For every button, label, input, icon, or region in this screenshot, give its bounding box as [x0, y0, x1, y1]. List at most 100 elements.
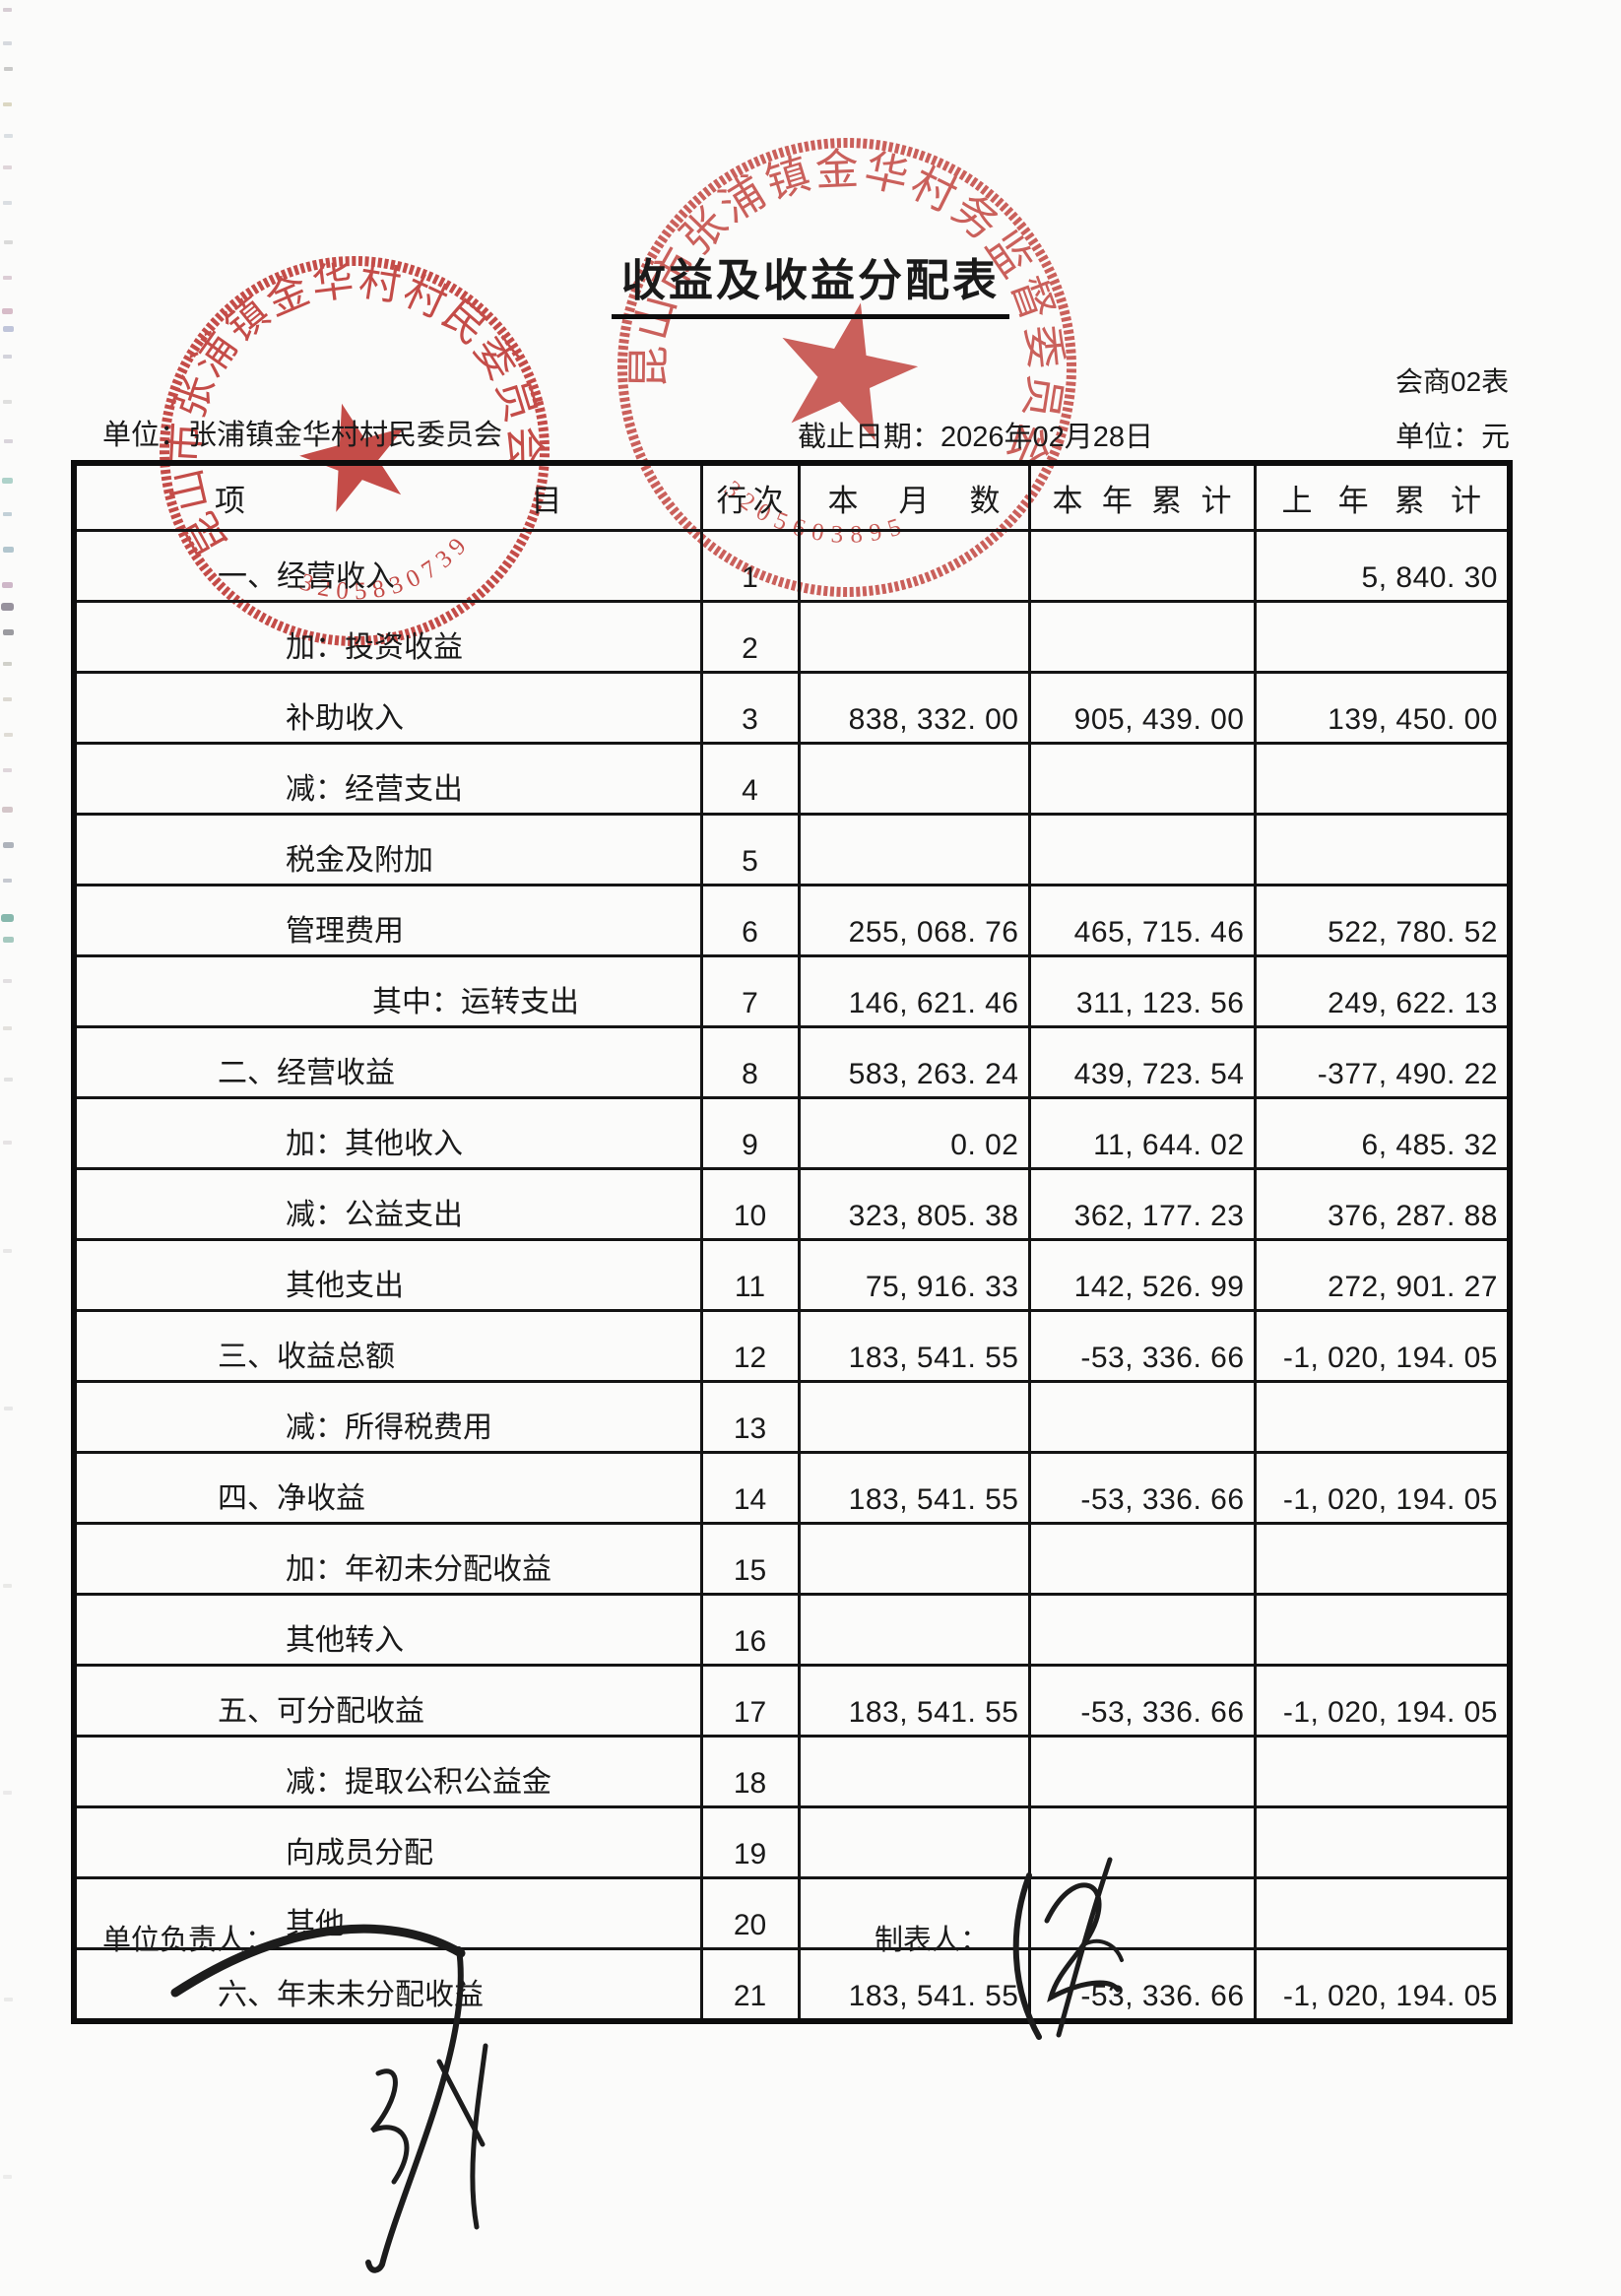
- table-row: 五、可分配收益 17 183, 541. 55 -53, 336. 66 -1,…: [72, 1664, 1512, 1738]
- year-to-date-cell: 905, 439. 00: [1027, 671, 1257, 745]
- line-number-cell: 21: [699, 1947, 801, 2023]
- prior-year-cell: 522, 780. 52: [1253, 884, 1512, 957]
- prior-year-cell: [1253, 600, 1512, 674]
- income-table-body: 一、经营收入 1 5, 840. 30 加：投资收益 2 补助收入 3 838,…: [72, 529, 1512, 2023]
- table-row: 补助收入 3 838, 332. 00 905, 439. 00 139, 45…: [72, 671, 1512, 745]
- line-number-cell: 20: [699, 1876, 801, 1950]
- prior-year-cell: -1, 020, 194. 05: [1253, 1947, 1512, 2023]
- table-row: 二、经营收益 8 583, 263. 24 439, 723. 54 -377,…: [72, 1025, 1512, 1099]
- prior-year-cell: 139, 450. 00: [1253, 671, 1512, 745]
- line-number-cell: 1: [699, 529, 801, 603]
- line-number-cell: 6: [699, 884, 801, 957]
- table-header-row: 项目 行次 本月数 本年累计 上年累计: [72, 461, 1512, 532]
- line-number-cell: 14: [699, 1451, 801, 1525]
- current-month-cell: 183, 541. 55: [797, 1664, 1031, 1738]
- cutoff-date-line: 截止日期：2026年02月28日: [798, 414, 1153, 455]
- table-row: 三、收益总额 12 183, 541. 55 -53, 336. 66 -1, …: [72, 1309, 1512, 1383]
- current-month-cell: 583, 263. 24: [797, 1025, 1031, 1099]
- table-row: 管理费用 6 255, 068. 76 465, 715. 46 522, 78…: [72, 884, 1512, 957]
- table-row: 其他转入 16: [72, 1593, 1512, 1667]
- cutoff-date-value: 2026年02月28日: [940, 422, 1154, 453]
- current-month-cell: 323, 805. 38: [797, 1167, 1031, 1241]
- year-to-date-cell: [1027, 813, 1257, 886]
- table-row: 六、年末未分配收益 21 183, 541. 55 -53, 336. 66 -…: [72, 1947, 1512, 2023]
- table-row: 向成员分配 19: [72, 1805, 1512, 1879]
- current-month-cell: [797, 1593, 1031, 1667]
- year-to-date-cell: 142, 526. 99: [1027, 1238, 1257, 1312]
- prior-year-cell: [1253, 813, 1512, 886]
- year-to-date-cell: -53, 336. 66: [1027, 1664, 1257, 1738]
- year-to-date-cell: [1027, 1522, 1257, 1596]
- table-row: 加：其他收入 9 0. 02 11, 644. 02 6, 485. 32: [72, 1096, 1512, 1170]
- line-number-cell: 10: [699, 1167, 801, 1241]
- item-cell: 其他支出: [72, 1238, 703, 1312]
- current-month-cell: 146, 621. 46: [797, 954, 1031, 1028]
- prior-year-cell: [1253, 1522, 1512, 1596]
- line-number-cell: 16: [699, 1593, 801, 1667]
- current-month-cell: 183, 541. 55: [797, 1451, 1031, 1525]
- currency-value: 元: [1481, 422, 1511, 453]
- prior-year-cell: -1, 020, 194. 05: [1253, 1664, 1512, 1738]
- current-month-cell: [797, 1805, 1031, 1879]
- prior-year-cell: [1253, 1735, 1512, 1808]
- table-row: 其他 20: [72, 1876, 1512, 1950]
- table-row: 加：投资收益 2: [72, 600, 1512, 674]
- table-row: 减：经营支出 4: [72, 742, 1512, 816]
- year-to-date-cell: 311, 123. 56: [1027, 954, 1257, 1028]
- current-month-cell: 0. 02: [797, 1096, 1031, 1170]
- unit-label: 单位：: [102, 420, 189, 451]
- prior-year-cell: 5, 840. 30: [1253, 529, 1512, 603]
- line-number-cell: 13: [699, 1380, 801, 1454]
- currency-line: 单位：元: [1395, 414, 1510, 455]
- current-month-cell: [797, 1380, 1031, 1454]
- year-to-date-cell: -53, 336. 66: [1027, 1451, 1257, 1525]
- item-cell: 减：公益支出: [72, 1167, 703, 1241]
- current-month-cell: [797, 1876, 1031, 1950]
- line-number-cell: 5: [699, 813, 801, 886]
- header-line-no: 行次: [699, 461, 801, 532]
- cutoff-date-label: 截止日期：: [798, 422, 941, 453]
- item-cell: 一、经营收入: [72, 529, 703, 603]
- line-number-cell: 8: [699, 1025, 801, 1099]
- line-number-cell: 11: [699, 1238, 801, 1312]
- item-cell: 向成员分配: [72, 1805, 703, 1879]
- page-title: 收益及收益分配表: [611, 244, 1009, 319]
- item-cell: 其他转入: [72, 1593, 703, 1667]
- prior-year-cell: 376, 287. 88: [1253, 1167, 1512, 1241]
- item-cell: 加：其他收入: [72, 1096, 703, 1170]
- year-to-date-cell: 11, 644. 02: [1027, 1096, 1257, 1170]
- unit-name: 张浦镇金华村村民委员会: [188, 420, 503, 451]
- year-to-date-cell: 362, 177. 23: [1027, 1167, 1257, 1241]
- item-cell: 减：提取公积公益金: [72, 1735, 703, 1808]
- prior-year-cell: [1253, 1593, 1512, 1667]
- item-cell: 加：年初未分配收益: [72, 1522, 703, 1596]
- income-distribution-table: 项目 行次 本月数 本年累计 上年累计 一、经营收入 1 5, 840. 30 …: [71, 460, 1513, 2024]
- item-cell: 加：投资收益: [72, 600, 703, 674]
- prior-year-cell: [1253, 1380, 1512, 1454]
- year-to-date-cell: [1027, 600, 1257, 674]
- table-row: 其他支出 11 75, 916. 33 142, 526. 99 272, 90…: [72, 1238, 1512, 1312]
- current-month-cell: [797, 529, 1031, 603]
- line-number-cell: 4: [699, 742, 801, 816]
- header-current-month: 本月数: [797, 461, 1031, 532]
- preparer-label: 制表人：: [875, 1925, 990, 1956]
- item-cell: 补助收入: [72, 671, 703, 745]
- prior-year-cell: -1, 020, 194. 05: [1253, 1451, 1512, 1525]
- current-month-cell: [797, 600, 1031, 674]
- line-number-cell: 12: [699, 1309, 801, 1383]
- current-month-cell: [797, 1735, 1031, 1808]
- item-cell: 四、净收益: [72, 1451, 703, 1525]
- table-row: 加：年初未分配收益 15: [72, 1522, 1512, 1596]
- responsible-person-signature: [170, 1924, 488, 2273]
- year-to-date-cell: [1027, 1805, 1257, 1879]
- prior-year-cell: -1, 020, 194. 05: [1253, 1309, 1512, 1383]
- year-to-date-cell: [1027, 1735, 1257, 1808]
- line-number-cell: 17: [699, 1664, 801, 1738]
- form-code: 会商02表: [1395, 366, 1510, 397]
- line-number-cell: 9: [699, 1096, 801, 1170]
- year-to-date-cell: 439, 723. 54: [1027, 1025, 1257, 1099]
- line-number-cell: 2: [699, 600, 801, 674]
- table-row: 税金及附加 5: [72, 813, 1512, 886]
- item-cell: 六、年末未分配收益: [72, 1947, 703, 2023]
- current-month-cell: 75, 916. 33: [797, 1238, 1031, 1312]
